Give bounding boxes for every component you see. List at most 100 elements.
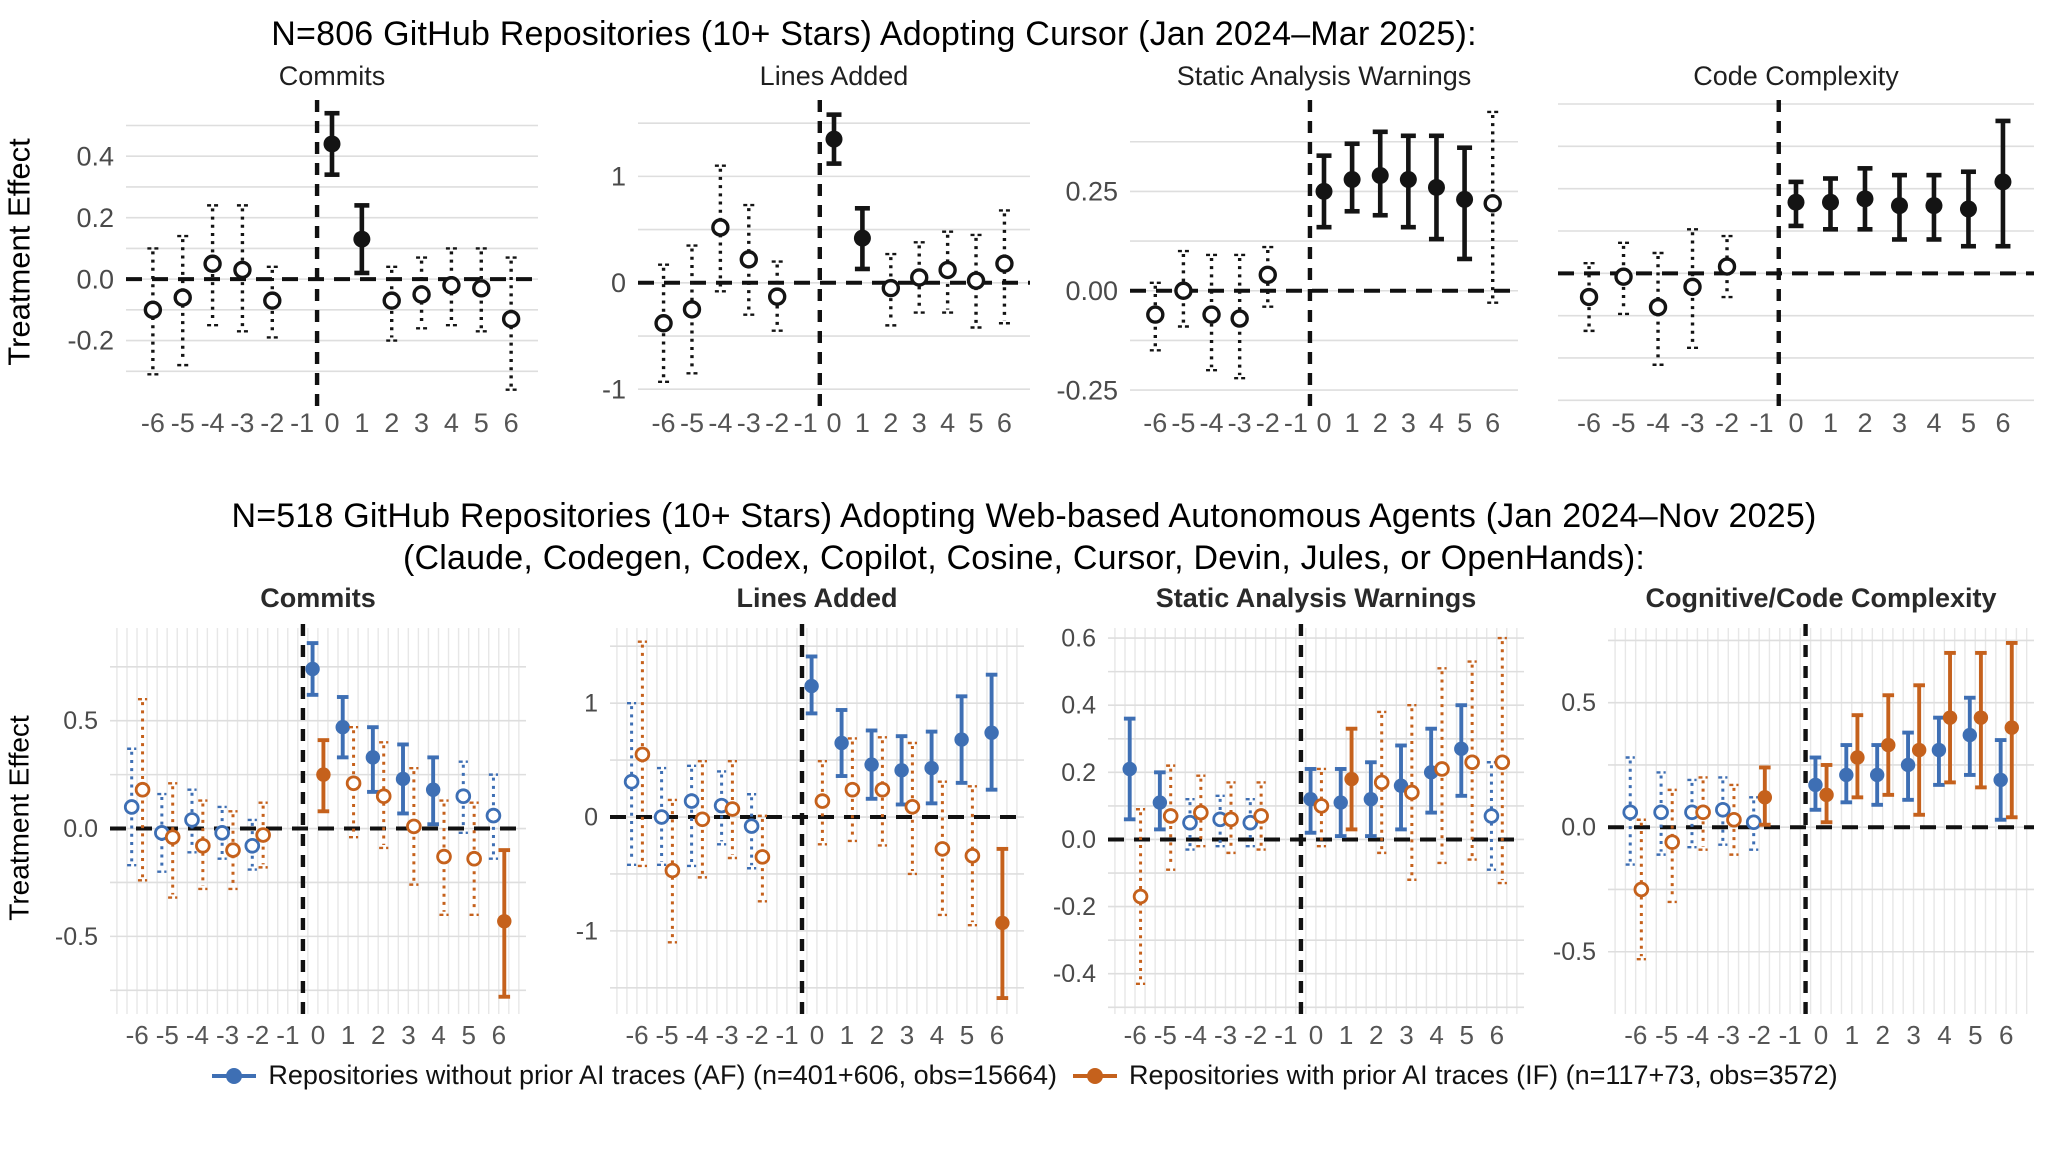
tick-label: -6 [652,408,676,438]
tick-label: -2 [260,408,284,438]
point-filled [1931,743,1947,758]
tick-label: 1 [611,162,626,192]
tick-label: -2 [765,408,789,438]
point-open [1653,804,1669,821]
y-axis-label-top: Treatment Effect [2,138,37,366]
tick-label: -6 [1124,1020,1147,1050]
tick-label: -2 [1715,408,1739,438]
tick-label: 3 [1892,408,1907,438]
tick-label: -1 [1274,1020,1297,1050]
tick-label: 2 [1373,408,1388,438]
tick-label: 0.5 [1561,690,1596,718]
point-open [345,775,362,792]
tick-label: 4 [1926,408,1941,438]
point-open [1683,277,1702,297]
tick-label: -3 [737,408,761,438]
tick-label: 0 [311,1020,325,1050]
point-filled [1757,790,1773,805]
tick-label: 6 [1485,408,1500,438]
figure-agents-title-line1: N=518 GitHub Repositories (10+ Stars) Ad… [231,497,1817,536]
point-open [164,829,181,846]
tick-label: 0 [1788,408,1803,438]
tick-label: 5 [461,1020,475,1050]
point-open [412,285,431,304]
point-open [123,799,140,816]
tick-label: 4 [1429,408,1444,438]
point-filled [1869,768,1885,783]
point-filled [1454,741,1469,757]
tick-label: 3 [912,408,927,438]
point-open [195,838,211,854]
point-filled [1973,710,1989,726]
tick-label: 0.2 [1061,759,1096,787]
tick-label: 0.4 [1061,692,1096,720]
point-open [214,825,230,841]
tick-label: -5 [1171,408,1195,438]
panel-cursor-code-complexity: Code Complexity -6 -5 -4 -3 -2 -1 0 1 2 3 4 5 6 [1532,60,2048,444]
point-open [623,774,640,790]
panel-title-cursor-static-analysis-warnings: Static Analysis Warnings [1176,61,1472,92]
tick-label: -0.2 [1053,893,1096,921]
plot-agents-cognitive-code-complexity: 0.5 0.0 -0.5 -6 -5 -4 -3 -2 -1 0 1 2 3 4 5 6 [1553,624,2034,1050]
tick-label: -4 [1184,1020,1207,1050]
point-open [874,782,891,798]
point-filled [1427,179,1445,197]
point-filled [1808,778,1823,793]
point-open [1717,257,1737,276]
tick-label: 4 [930,1020,944,1050]
tick-label: -2 [246,1020,269,1050]
legend-marker-if [1073,1067,1118,1084]
point-filled [1122,762,1137,777]
tick-label: 5 [1457,408,1472,438]
point-open [767,287,787,306]
tick-label: -0.4 [1053,961,1096,989]
tick-label: 0.25 [1065,177,1118,207]
point-filled [1900,758,1916,773]
point-open [244,838,261,854]
figure-cursor-title: N=806 GitHub Repositories (10+ Stars) Ad… [271,15,1477,53]
point-open [1404,784,1420,801]
point-open [1434,761,1450,778]
tick-label: -6 [1577,408,1601,438]
point-open [501,309,521,329]
legend-label: Repositories with prior AI traces (IF) (… [1129,1060,1838,1091]
panel-title-cursor-commits: Commits [278,61,386,92]
point-open [1695,804,1711,821]
tick-label: 1 [1845,1020,1859,1050]
point-open [263,291,282,310]
point-filled [1881,738,1896,753]
panel-agents-static-analysis-warnings: Static Analysis Warnings 0.6 0.4 0.2 0.0 -0.2… [1038,580,1538,1056]
tick-label: -5 [680,408,704,438]
tick-label: 0 [826,408,841,438]
figure-agents-panels: Commits 0.5 0.0 -0.5 -6 -5 -4 -3 -2 -1 0 1 2 3 4 5 6 Line… [40,580,2048,1056]
tick-label: 2 [1876,1020,1890,1050]
point-filled [1839,768,1854,783]
legend-label: Repositories without prior AI traces (AF… [268,1060,1058,1091]
point-open [203,254,222,274]
tick-label: 4 [1937,1020,1951,1050]
tick-label: -3 [216,1020,239,1050]
point-filled [954,732,969,748]
point-filled [804,679,819,694]
point-open [1258,265,1277,285]
point-filled [1303,792,1318,807]
panel-agents-lines-added: Lines Added 1 0 -1 -6 -5 -4 -3 -2 -1 0 1 2 3 4 5 6 [540,580,1038,1056]
tick-label: 5 [474,408,489,438]
point-open [1483,194,1502,213]
tick-label: -6 [1143,408,1167,438]
point-open [1664,834,1681,851]
point-open [225,842,241,859]
plot-agents-static-analysis-warnings: 0.6 0.4 0.2 0.0 -0.2 -0.4 -6 -5 -4 -3 -2 -1 0 1 2 3 4 5 6 [1053,624,1524,1050]
point-filled [1456,190,1474,208]
tick-label: -6 [126,1020,149,1050]
tick-label: -5 [1612,408,1636,438]
tick-label: -5 [171,408,195,438]
point-open [964,848,981,864]
point-filled [984,725,999,741]
point-filled [365,750,381,765]
point-open [664,863,681,879]
point-open [966,271,986,290]
point-open [844,782,861,798]
plot-cursor-code-complexity: -6 -5 -4 -3 -2 -1 0 1 2 3 4 5 6 [1558,100,2034,438]
y-axis-label-bottom: Treatment Effect [4,715,36,922]
